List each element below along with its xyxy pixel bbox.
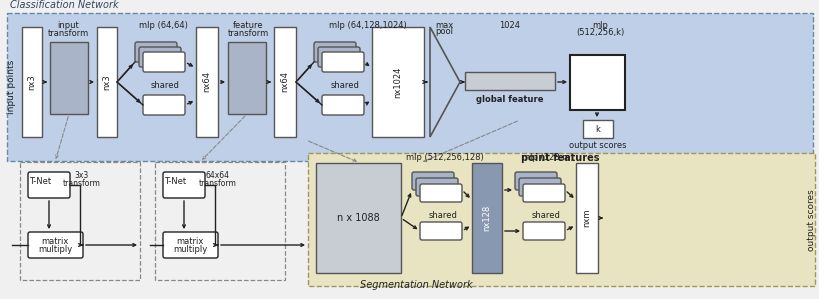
Text: mlp (128,m): mlp (128,m)	[522, 153, 573, 162]
Text: max: max	[434, 21, 453, 30]
Bar	[50, 42, 88, 114]
Text: nx128: nx128	[482, 205, 491, 231]
Text: shared: shared	[428, 210, 457, 219]
Bar	[228, 42, 265, 114]
Text: output scores: output scores	[807, 189, 816, 251]
FancyBboxPatch shape	[419, 222, 461, 240]
FancyBboxPatch shape	[135, 42, 177, 62]
FancyBboxPatch shape	[28, 232, 83, 258]
FancyBboxPatch shape	[139, 47, 181, 67]
Text: (512,256,k): (512,256,k)	[575, 28, 623, 36]
Text: nx1024: nx1024	[393, 66, 402, 98]
Text: mlp (64,64): mlp (64,64)	[138, 22, 188, 30]
FancyBboxPatch shape	[318, 47, 360, 67]
Text: k: k	[595, 124, 600, 133]
FancyBboxPatch shape	[523, 184, 564, 202]
Text: mlp (64,128,1024): mlp (64,128,1024)	[328, 22, 406, 30]
Text: transform: transform	[63, 179, 101, 187]
FancyBboxPatch shape	[28, 172, 70, 198]
Bar	[315, 163, 400, 273]
Text: global feature: global feature	[476, 95, 543, 104]
Bar	[7, 13, 812, 161]
Text: 1024: 1024	[499, 21, 520, 30]
Text: 64x64: 64x64	[206, 170, 229, 179]
FancyBboxPatch shape	[518, 178, 560, 196]
FancyBboxPatch shape	[163, 232, 218, 258]
Bar	[575, 163, 597, 273]
Bar	[274, 27, 296, 137]
FancyBboxPatch shape	[143, 52, 185, 72]
Text: input points: input points	[7, 60, 16, 114]
FancyBboxPatch shape	[143, 95, 185, 115]
Bar	[22, 27, 42, 137]
Text: nxm: nxm	[581, 209, 590, 227]
Bar	[97, 27, 117, 137]
Bar	[464, 72, 554, 90]
Text: nx64: nx64	[280, 71, 289, 92]
Text: nx3: nx3	[102, 74, 111, 90]
FancyBboxPatch shape	[411, 172, 454, 190]
FancyBboxPatch shape	[415, 178, 458, 196]
FancyBboxPatch shape	[419, 184, 461, 202]
Text: Classification Network: Classification Network	[10, 0, 119, 10]
Bar	[20, 162, 140, 280]
Bar	[472, 163, 501, 273]
Text: feature: feature	[233, 22, 263, 30]
Text: T-Net: T-Net	[29, 178, 51, 187]
Text: shared: shared	[151, 80, 179, 89]
Bar	[569, 55, 624, 110]
Bar	[155, 162, 285, 280]
Text: matrix: matrix	[176, 237, 203, 246]
Text: mlp: mlp	[591, 21, 607, 30]
Text: transform: transform	[199, 179, 237, 187]
Text: 3x3: 3x3	[75, 170, 89, 179]
Text: n x 1088: n x 1088	[337, 213, 379, 223]
FancyBboxPatch shape	[314, 42, 355, 62]
Text: matrix: matrix	[41, 237, 69, 246]
Text: multiply: multiply	[173, 245, 207, 254]
Text: nx3: nx3	[28, 74, 37, 90]
Text: pool: pool	[434, 28, 452, 36]
Text: point features: point features	[520, 153, 599, 163]
Text: Segmentation Network: Segmentation Network	[360, 280, 472, 290]
FancyBboxPatch shape	[322, 52, 364, 72]
Text: shared: shared	[531, 210, 559, 219]
Bar	[196, 27, 218, 137]
Text: output scores: output scores	[568, 141, 626, 150]
Text: mlp (512,256,128): mlp (512,256,128)	[405, 153, 483, 162]
Text: transform: transform	[48, 28, 88, 37]
Text: multiply: multiply	[38, 245, 72, 254]
FancyBboxPatch shape	[322, 95, 364, 115]
Text: shared: shared	[330, 80, 359, 89]
Text: input: input	[57, 22, 79, 30]
Bar	[308, 153, 814, 286]
Bar	[582, 120, 613, 138]
Text: transform: transform	[227, 28, 269, 37]
Text: T-Net: T-Net	[164, 178, 186, 187]
FancyBboxPatch shape	[514, 172, 556, 190]
Bar	[372, 27, 423, 137]
Text: nx64: nx64	[202, 71, 211, 92]
FancyBboxPatch shape	[163, 172, 205, 198]
FancyBboxPatch shape	[523, 222, 564, 240]
